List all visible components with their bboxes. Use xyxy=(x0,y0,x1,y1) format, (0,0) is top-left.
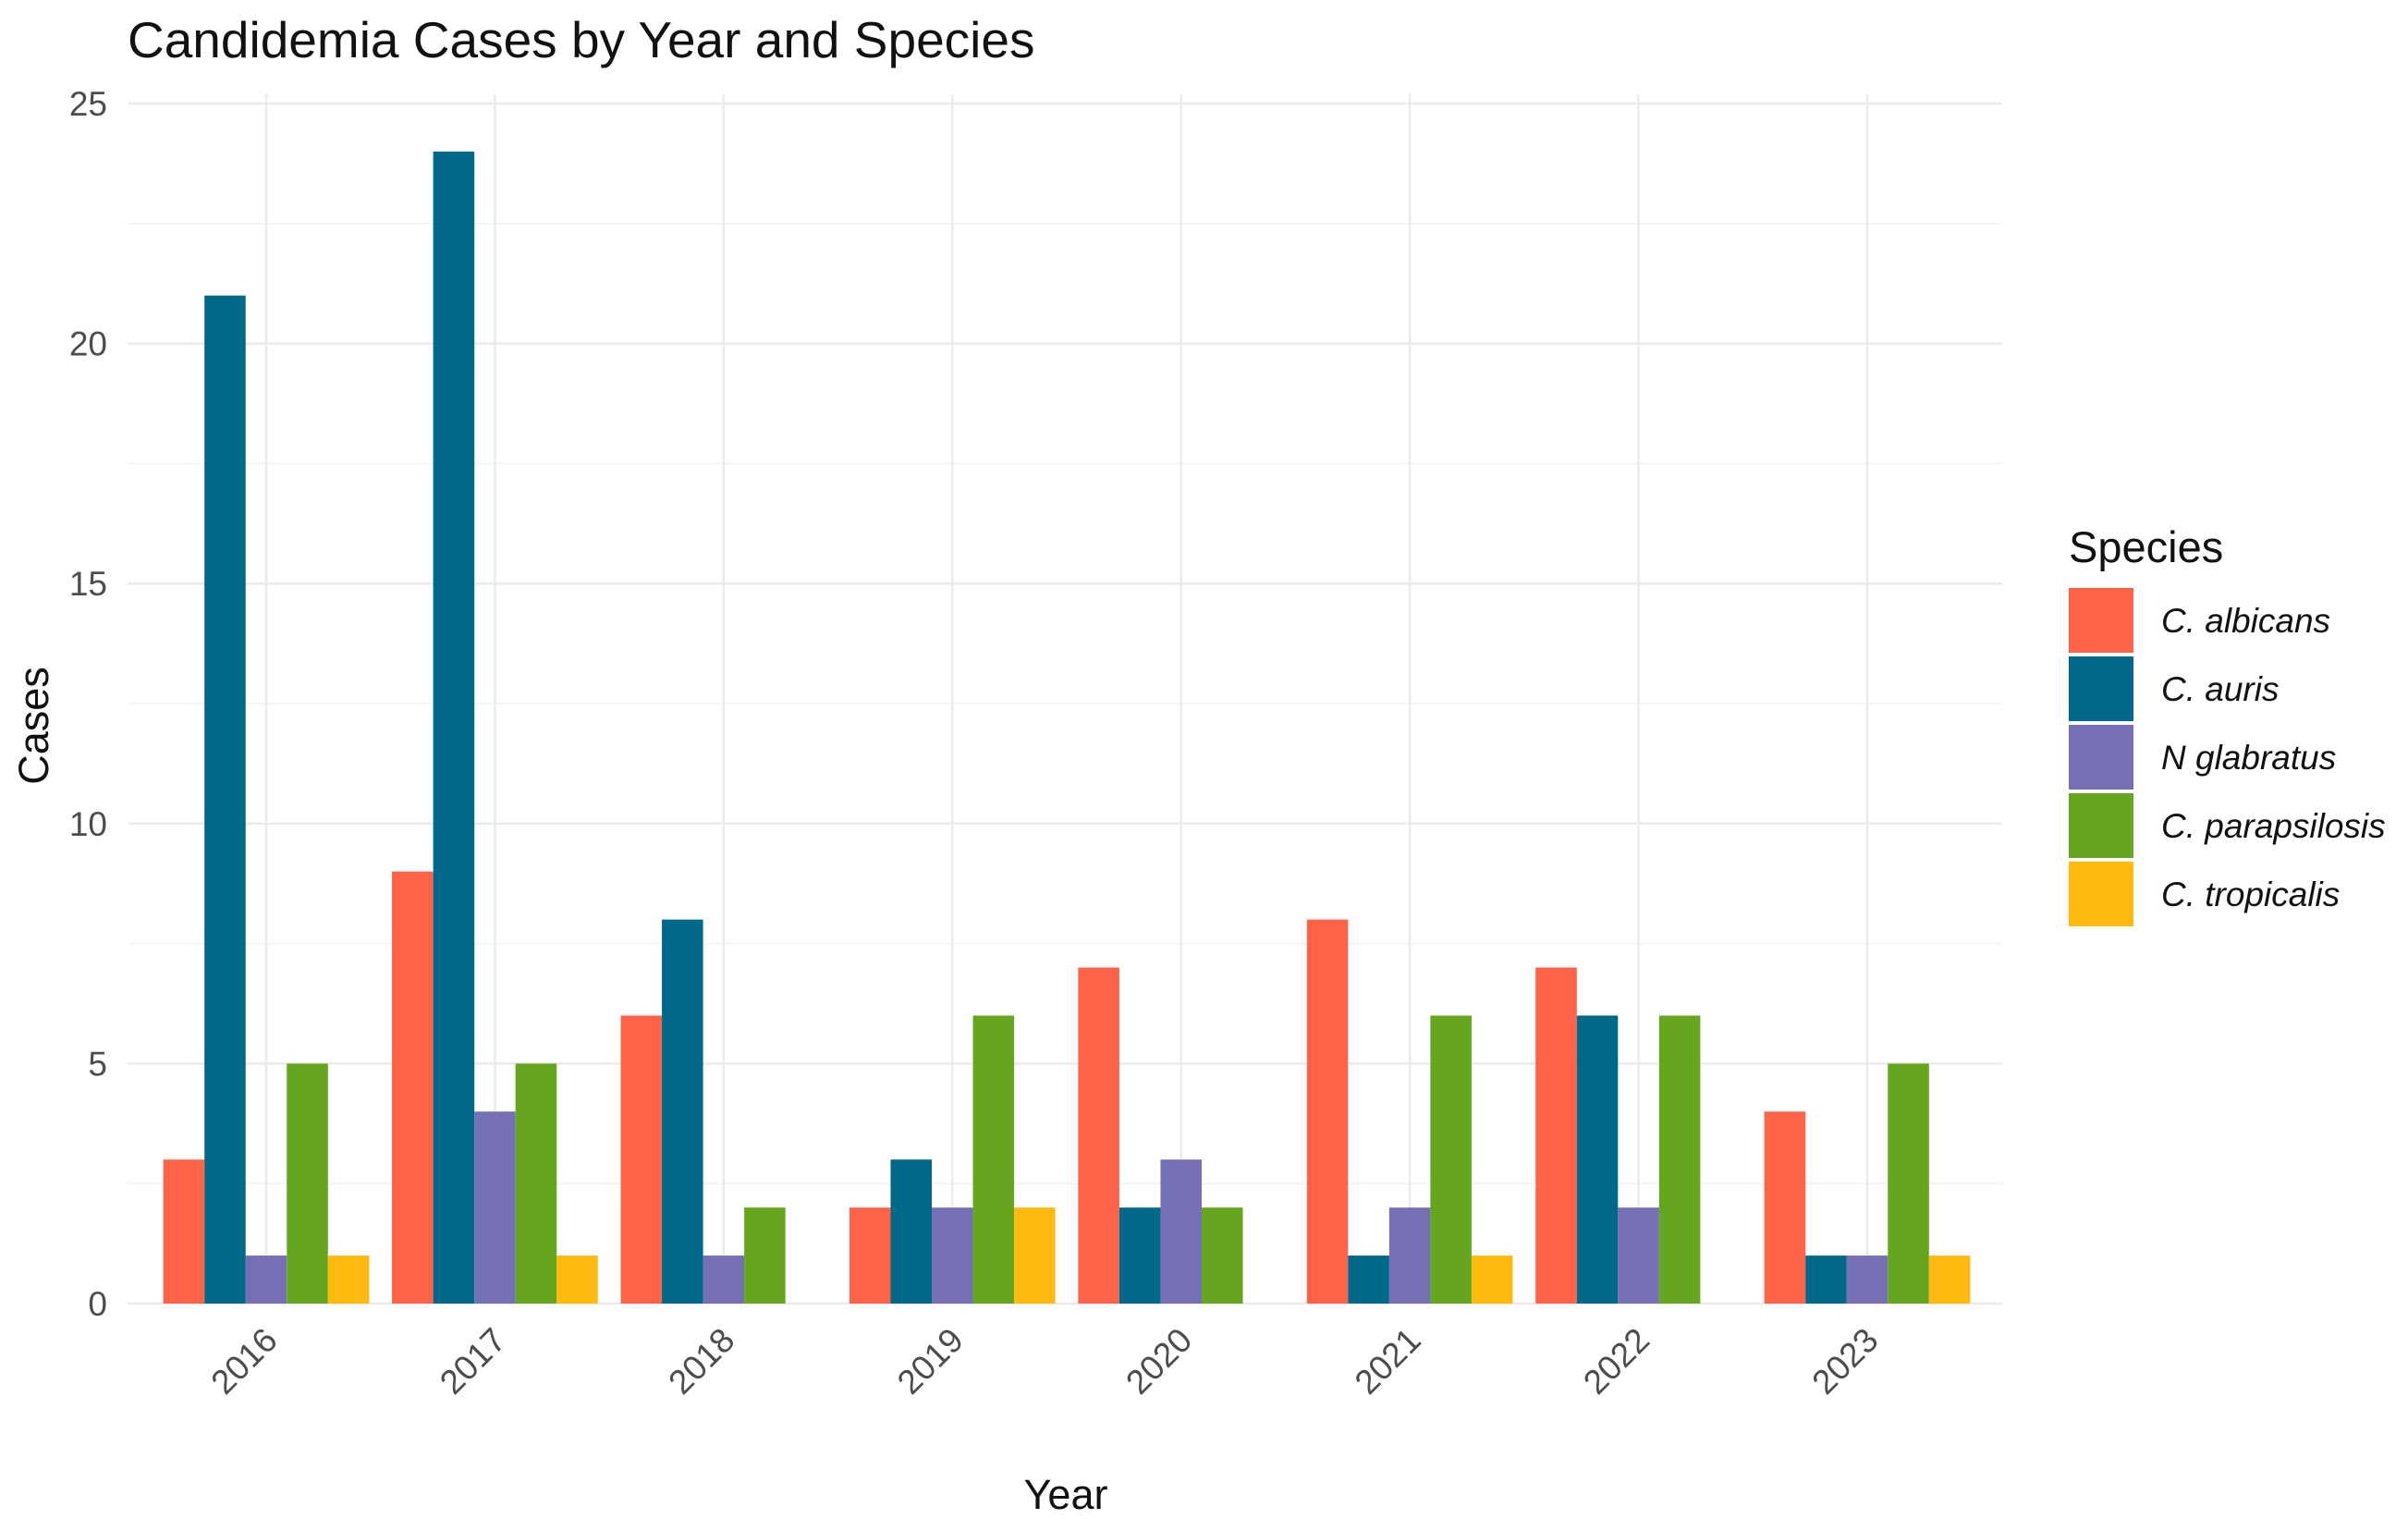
bar-2017-c-tropicalis xyxy=(556,1255,598,1304)
y-tick-label: 25 xyxy=(69,85,107,123)
bar-2019-c-parapsilosis xyxy=(972,1015,1015,1304)
bar-2023-c-albicans xyxy=(1764,1111,1806,1304)
legend-label: C. auris xyxy=(2161,670,2279,708)
x-tick-label: 2023 xyxy=(1804,1321,1885,1402)
x-tick-label: 2022 xyxy=(1576,1321,1656,1402)
bar-2020-c-parapsilosis xyxy=(1201,1207,1243,1304)
legend-label: N glabratus xyxy=(2161,739,2336,777)
bar-2018-c-auris xyxy=(662,919,703,1304)
bar-2020-c-auris xyxy=(1118,1207,1161,1304)
bar-2021-n-glabratus xyxy=(1388,1207,1431,1304)
bar-2016-c-albicans xyxy=(163,1159,205,1304)
bar-2019-c-tropicalis xyxy=(1014,1207,1056,1304)
bar-2023-c-auris xyxy=(1805,1255,1847,1304)
bar-2019-n-glabratus xyxy=(932,1207,973,1304)
legend-key xyxy=(2069,725,2133,790)
x-tick-label: 2021 xyxy=(1348,1321,1428,1402)
bar-2018-c-parapsilosis xyxy=(744,1207,786,1304)
bars xyxy=(163,151,1971,1304)
bar-2016-n-glabratus xyxy=(245,1255,287,1304)
y-axis-ticks: 0 5 10 15 20 25 xyxy=(69,85,107,1323)
legend-label: C. albicans xyxy=(2161,602,2330,640)
legend-key xyxy=(2069,588,2133,653)
bar-2017-n-glabratus xyxy=(474,1111,516,1304)
x-tick-label: 2016 xyxy=(203,1321,284,1402)
bar-2022-c-albicans xyxy=(1535,967,1577,1304)
y-tick-label: 15 xyxy=(69,565,107,603)
bar-2018-n-glabratus xyxy=(703,1255,745,1304)
bar-2023-c-tropicalis xyxy=(1928,1255,1971,1304)
bar-2020-n-glabratus xyxy=(1160,1159,1202,1304)
x-tick-label: 2019 xyxy=(890,1321,971,1402)
bar-2017-c-parapsilosis xyxy=(515,1063,557,1304)
bar-2023-c-parapsilosis xyxy=(1888,1063,1929,1304)
bar-2021-c-parapsilosis xyxy=(1430,1015,1472,1304)
bar-2022-c-parapsilosis xyxy=(1658,1015,1701,1304)
y-tick-label: 0 xyxy=(88,1285,107,1323)
bar-2020-c-albicans xyxy=(1078,967,1119,1304)
bar-2021-c-albicans xyxy=(1306,919,1349,1304)
legend-items: C. albicans C. auris N glabratus C. parapsi… xyxy=(2069,588,2386,926)
bar-2018-c-albicans xyxy=(620,1015,663,1304)
bar-2021-c-tropicalis xyxy=(1471,1255,1513,1304)
legend-label: C. tropicalis xyxy=(2161,876,2340,913)
bar-2021-c-auris xyxy=(1348,1255,1389,1304)
legend-label: C. parapsilosis xyxy=(2161,807,2386,845)
y-tick-label: 5 xyxy=(88,1045,107,1083)
bar-2023-n-glabratus xyxy=(1846,1255,1889,1304)
legend-key xyxy=(2069,793,2133,858)
bar-2017-c-auris xyxy=(433,151,475,1304)
y-axis-title: Cases xyxy=(10,667,57,785)
y-tick-label: 10 xyxy=(69,805,107,843)
x-tick-label: 2018 xyxy=(661,1321,741,1402)
legend-key xyxy=(2069,656,2133,721)
x-tick-label: 2017 xyxy=(433,1321,513,1402)
x-tick-label: 2020 xyxy=(1118,1321,1199,1402)
legend-title: Species xyxy=(2069,522,2223,571)
x-axis-ticks: 2016 2017 2018 2019 2020 2021 2022 2023 xyxy=(203,1321,1885,1402)
y-tick-label: 20 xyxy=(69,325,107,363)
bar-2022-c-auris xyxy=(1576,1015,1619,1304)
bar-2022-n-glabratus xyxy=(1618,1207,1659,1304)
bar-2016-c-auris xyxy=(204,295,246,1304)
bar-2016-c-tropicalis xyxy=(327,1255,370,1304)
bar-2019-c-auris xyxy=(890,1159,933,1304)
x-axis-title: Year xyxy=(1024,1471,1108,1518)
bar-2017-c-albicans xyxy=(392,871,434,1304)
chart-title: Candidemia Cases by Year and Species xyxy=(128,11,1034,68)
bar-2016-c-parapsilosis xyxy=(287,1063,328,1304)
legend-key xyxy=(2069,862,2133,926)
bar-2019-c-albicans xyxy=(849,1207,891,1304)
